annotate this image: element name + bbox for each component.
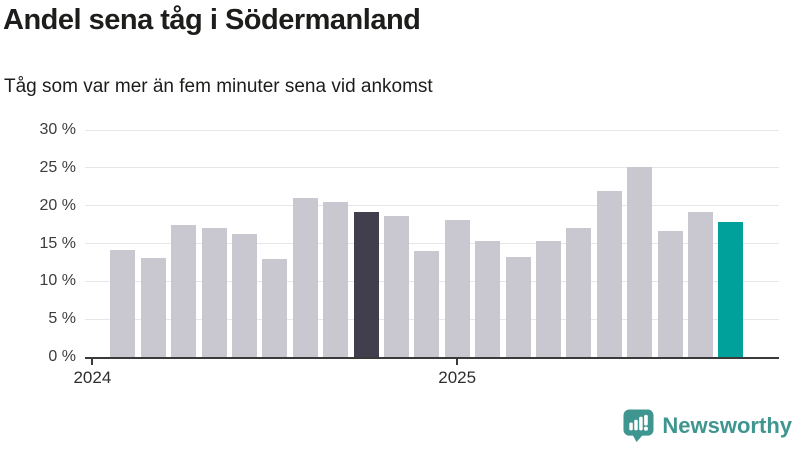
bar-2025-01 xyxy=(444,220,470,357)
bar-2025-08 xyxy=(657,230,683,357)
gridline-15 xyxy=(85,243,779,244)
bar-2024-07 xyxy=(262,259,288,357)
plot-area xyxy=(85,129,779,359)
bar-2025-02 xyxy=(475,241,501,357)
bar-2024-02 xyxy=(110,250,136,357)
y-tick-label-15: 15 % xyxy=(39,234,76,252)
bar-2024-04 xyxy=(171,224,197,357)
chart-subtitle: Tåg som var mer än fem minuter sena vid … xyxy=(4,76,433,97)
y-tick-label-10: 10 % xyxy=(39,272,76,290)
bar-2025-04 xyxy=(535,241,561,357)
gridline-20 xyxy=(85,205,779,207)
bar-2025-03 xyxy=(505,257,531,357)
bar-2024-05 xyxy=(201,227,227,357)
bar-2024-12 xyxy=(414,251,440,357)
bar-2024-11 xyxy=(383,216,409,357)
y-tick-label-0: 0 % xyxy=(48,348,76,365)
x-tick-label-2024: 2024 xyxy=(73,368,112,387)
y-tick-label-25: 25 % xyxy=(39,158,76,176)
bar-2024-03 xyxy=(140,257,166,357)
brand-footer: Newsworthy xyxy=(623,409,792,442)
x-tick-2025 xyxy=(456,359,459,365)
bar-2024-09 xyxy=(323,201,349,357)
bar-2025-07 xyxy=(627,167,653,357)
y-axis-labels: 0 % 5 % 10 % 15 % 20 % 25 % 30 % xyxy=(0,122,76,365)
bar-2025-05 xyxy=(566,227,592,357)
gridline-30 xyxy=(85,129,779,131)
bar-2024-10 xyxy=(353,212,379,357)
newsworthy-badge-icon xyxy=(623,409,654,442)
y-tick-label-5: 5 % xyxy=(48,310,76,328)
bar-2024-08 xyxy=(292,198,318,357)
bar-2024-06 xyxy=(231,233,257,357)
y-tick-label-30: 30 % xyxy=(39,121,76,138)
chart-title: Andel sena tåg i Södermanland xyxy=(3,4,421,36)
bar-2025-06 xyxy=(596,190,622,357)
bar-2025-10 xyxy=(718,221,744,357)
y-tick-label-20: 20 % xyxy=(39,196,76,214)
bar-2025-09 xyxy=(687,212,713,357)
x-tick-label-2025: 2025 xyxy=(438,368,477,387)
brand-name: Newsworthy xyxy=(662,412,792,438)
x-tick-2024 xyxy=(91,359,94,365)
gridline-25 xyxy=(85,167,779,169)
